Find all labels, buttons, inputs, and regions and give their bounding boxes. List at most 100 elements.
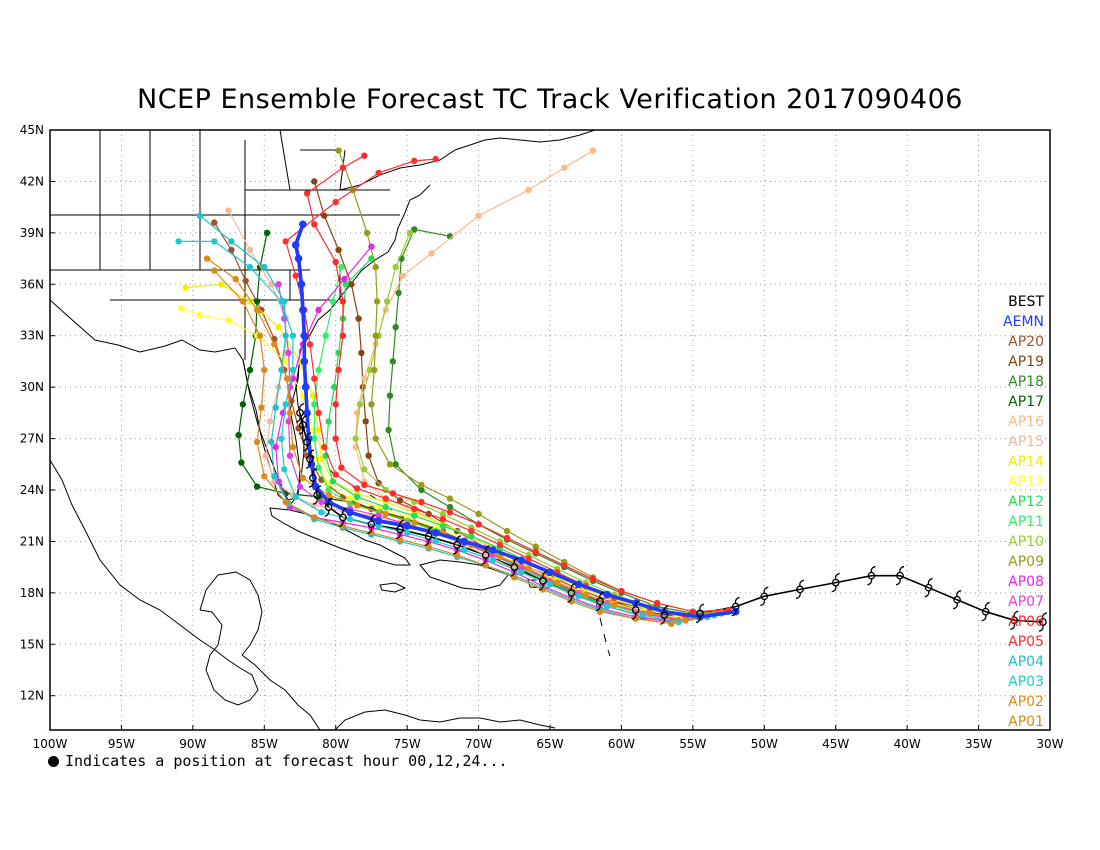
mean-track-dot <box>303 409 311 417</box>
lon-tick-label: 95W <box>108 737 135 751</box>
legend-entry: AP19 <box>1008 354 1044 370</box>
track-position-dot <box>539 586 547 593</box>
track-position-dot <box>383 298 391 305</box>
legend-entry: AP10 <box>1008 534 1044 550</box>
track-position-dot <box>446 495 454 502</box>
lat-tick-label: 42N <box>20 174 44 188</box>
hurricane-symbol-icon <box>924 578 933 598</box>
track-position-dot <box>639 611 647 619</box>
track-position-dot <box>525 565 532 573</box>
track-position-dot <box>356 401 364 408</box>
track-position-dot <box>325 418 332 425</box>
legend-entry: AP13 <box>1008 474 1044 490</box>
legend-entry: AP03 <box>1008 674 1044 690</box>
track-position-dot <box>246 263 254 271</box>
track-position-dot <box>368 243 375 250</box>
track-position-dot <box>525 186 532 194</box>
legend-entry: AP14 <box>1008 454 1044 470</box>
legend-entry: AP01 <box>1008 714 1044 730</box>
track-position-dot <box>375 522 382 530</box>
track-line <box>178 240 715 623</box>
legend-entry: AP15 <box>1008 434 1044 450</box>
track-position-dot <box>278 298 285 305</box>
track-position-dot <box>281 315 288 322</box>
longitude-labels: 100W 95W 90W 85W 80W 75W 70W 65W 60W 55W 50W 45W 40W… <box>33 725 1064 751</box>
track-position-dot <box>475 510 482 518</box>
track-ap03 <box>175 238 718 626</box>
hurricane-symbol-icon <box>538 571 547 591</box>
lon-tick-label: 45W <box>822 737 849 751</box>
track-ap01 <box>211 267 711 627</box>
track-position-dot <box>446 509 454 516</box>
track-position-dot <box>411 157 418 165</box>
track-position-dot <box>372 332 379 339</box>
track-position-dot <box>341 275 348 283</box>
track-position-dot <box>339 332 347 339</box>
track-position-dot <box>332 198 339 206</box>
track-position-dot <box>261 473 268 480</box>
mean-track-dot <box>346 508 354 517</box>
track-position-dot <box>275 323 282 331</box>
legend-entry: AP18 <box>1008 374 1044 390</box>
track-line <box>206 258 722 621</box>
ensemble-tracks <box>175 147 740 627</box>
lon-tick-label: 70W <box>465 737 492 751</box>
mean-track-dot <box>517 556 526 565</box>
track-position-dot <box>282 238 289 245</box>
track-position-dot <box>368 529 375 537</box>
lon-tick-label: 55W <box>679 737 706 751</box>
track-position-dot <box>411 512 418 519</box>
lat-tick-label: 27N <box>20 432 44 446</box>
track-position-dot <box>282 401 289 408</box>
hurricane-symbol-icon <box>831 572 840 593</box>
track-position-dot <box>338 263 345 271</box>
track-position-dot <box>246 366 254 374</box>
track-position-dot <box>418 486 425 494</box>
track-position-dot <box>489 557 497 564</box>
track-position-dot <box>346 515 354 523</box>
track-position-dot <box>461 546 468 554</box>
track-position-dot <box>253 438 261 446</box>
track-position-dot <box>203 255 211 262</box>
footnote: Indicates a position at forecast hour 00… <box>48 752 508 770</box>
track-position-dot <box>282 498 289 506</box>
track-position-dot <box>268 438 275 446</box>
hurricane-symbol-icon <box>303 432 312 452</box>
legend-entry: AP12 <box>1008 494 1044 510</box>
track-position-dot <box>392 461 399 468</box>
hurricane-symbol-icon <box>895 566 905 586</box>
mean-track-dot <box>294 254 303 263</box>
legend-entry: BEST <box>1008 294 1044 310</box>
track-position-dot <box>253 483 261 490</box>
track-position-dot <box>668 620 675 627</box>
track-position-dot <box>321 443 328 451</box>
legend-entry: AP06 <box>1008 614 1044 630</box>
coastlines-and-borders <box>50 130 611 730</box>
track-position-dot <box>311 221 318 228</box>
track-position-dot <box>589 575 597 583</box>
hurricane-symbol-icon <box>424 526 433 546</box>
lat-tick-label: 21N <box>20 534 44 548</box>
track-position-dot <box>218 281 225 288</box>
lat-tick-label: 18N <box>20 586 44 600</box>
track-position-dot <box>239 298 247 305</box>
track-position-dot <box>371 366 378 374</box>
track-position-dot <box>361 466 368 473</box>
track-position-dot <box>315 306 322 314</box>
track-position-dot <box>446 503 454 511</box>
coastline-northeast <box>339 130 596 191</box>
lat-tick-label: 45N <box>20 123 44 137</box>
legend-entry: AP16 <box>1008 414 1044 430</box>
track-position-dot <box>339 164 347 171</box>
track-position-dot <box>282 358 289 365</box>
track-position-dot <box>239 401 247 408</box>
mean-track-dot <box>300 331 309 340</box>
track-position-dot <box>372 263 379 271</box>
track-position-dot <box>389 358 397 365</box>
track-position-dot <box>611 601 618 609</box>
hurricane-symbol-icon <box>510 557 519 577</box>
track-position-dot <box>532 548 539 555</box>
hurricane-symbol-icon <box>308 468 317 488</box>
track-position-dot <box>246 246 254 254</box>
lat-tick-label: 33N <box>20 329 44 343</box>
